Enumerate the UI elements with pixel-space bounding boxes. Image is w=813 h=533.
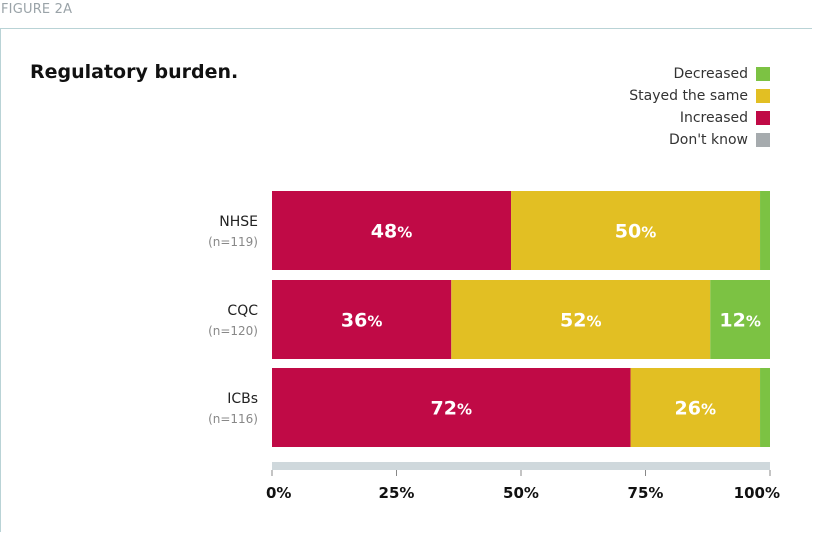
- x-tick-label: 0%: [266, 484, 291, 502]
- data-label: 50%: [615, 221, 656, 243]
- bar-segment-cqc-stayed-the-same: [451, 280, 711, 359]
- x-axis-bar: [272, 462, 770, 470]
- legend-swatch-stayed-the-same: [756, 89, 770, 103]
- bar-segment-nhse-decreased: [760, 191, 770, 270]
- category-label: CQC: [227, 303, 258, 319]
- legend-item-decreased: Decreased: [629, 63, 770, 85]
- legend-swatch-decreased: [756, 67, 770, 81]
- data-label: 26%: [675, 398, 716, 420]
- category-sample-size: (n=116): [208, 412, 258, 426]
- legend-item-dont-know: Don't know: [629, 129, 770, 151]
- category-sample-size: (n=120): [208, 324, 258, 338]
- data-label: 48%: [371, 221, 412, 243]
- bar-segment-icbs-decreased: [760, 368, 770, 447]
- category-sample-size: (n=119): [208, 235, 258, 249]
- bar-segment-icbs-stayed-the-same: [630, 368, 761, 447]
- category-label: NHSE: [219, 214, 258, 230]
- legend-label: Increased: [679, 110, 748, 126]
- legend-item-stayed-the-same: Stayed the same: [629, 85, 770, 107]
- legend-swatch-increased: [756, 111, 770, 125]
- chart-frame: [0, 28, 812, 532]
- data-label: 52%: [560, 310, 601, 332]
- x-tick-label: 25%: [379, 484, 415, 502]
- chart-legend: Decreased Stayed the same Increased Don'…: [629, 63, 770, 151]
- data-label: 36%: [341, 310, 382, 332]
- bar-segment-cqc-increased: [272, 280, 452, 359]
- chart-title: Regulatory burden.: [30, 61, 239, 83]
- x-tick-label: 100%: [734, 484, 780, 502]
- data-label: 12%: [719, 310, 760, 332]
- data-label: 72%: [431, 398, 472, 420]
- bar-segment-cqc-decreased: [710, 280, 770, 359]
- legend-item-increased: Increased: [629, 107, 770, 129]
- legend-label: Don't know: [668, 132, 748, 148]
- figure-label: FIGURE 2A: [1, 2, 73, 17]
- legend-label: Stayed the same: [629, 88, 748, 104]
- bar-segment-icbs-increased: [272, 368, 631, 447]
- legend-label: Decreased: [673, 66, 748, 82]
- bar-segment-nhse-increased: [272, 191, 512, 270]
- legend-swatch-dont-know: [756, 133, 770, 147]
- x-tick-label: 50%: [503, 484, 539, 502]
- category-label: ICBs: [227, 391, 258, 407]
- bar-segment-nhse-stayed-the-same: [511, 191, 761, 270]
- x-tick-label: 75%: [628, 484, 664, 502]
